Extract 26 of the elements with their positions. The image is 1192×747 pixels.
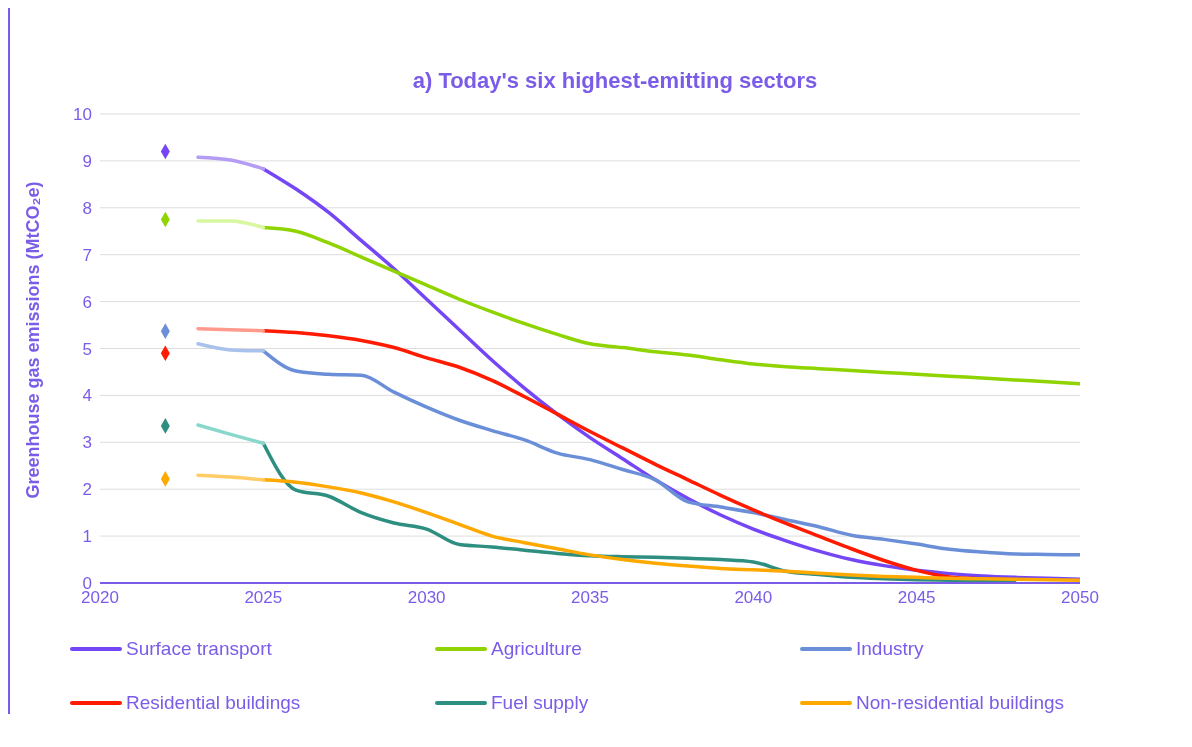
legend-label: Residential buildings bbox=[126, 692, 301, 714]
y-tick-label: 4 bbox=[82, 386, 92, 406]
y-tick-label: 7 bbox=[82, 245, 92, 265]
x-tick-label: 2035 bbox=[571, 588, 609, 608]
y-tick-label: 1 bbox=[82, 527, 92, 547]
y-tick-label: 5 bbox=[82, 339, 92, 359]
y-axis-title: Greenhouse gas emissions (MtCO₂e) bbox=[23, 181, 44, 499]
legend-label: Fuel supply bbox=[491, 692, 589, 714]
x-tick-label: 2045 bbox=[897, 588, 936, 608]
chart-title: a) Today's six highest-emitting sectors bbox=[411, 68, 819, 94]
line-series bbox=[261, 349, 1080, 557]
x-tick-label: 2050 bbox=[1061, 588, 1099, 608]
legend-label: Non-residential buildings bbox=[856, 692, 1065, 714]
line-series bbox=[261, 478, 1080, 582]
y-tick-label: 3 bbox=[82, 433, 92, 453]
y-tick-label: 2 bbox=[82, 480, 92, 500]
x-tick-label: 2025 bbox=[244, 588, 283, 608]
y-tick-label: 8 bbox=[82, 198, 92, 218]
legend-label: Surface transport bbox=[126, 638, 272, 660]
x-tick-label: 2030 bbox=[407, 588, 446, 608]
y-tick-label: 6 bbox=[82, 292, 92, 312]
legend-label: Agriculture bbox=[491, 638, 582, 660]
x-tick-label: 2040 bbox=[734, 588, 773, 608]
y-tick-label: 10 bbox=[73, 105, 92, 125]
y-tick-label: 9 bbox=[82, 151, 92, 171]
legend-label: Industry bbox=[856, 638, 924, 660]
